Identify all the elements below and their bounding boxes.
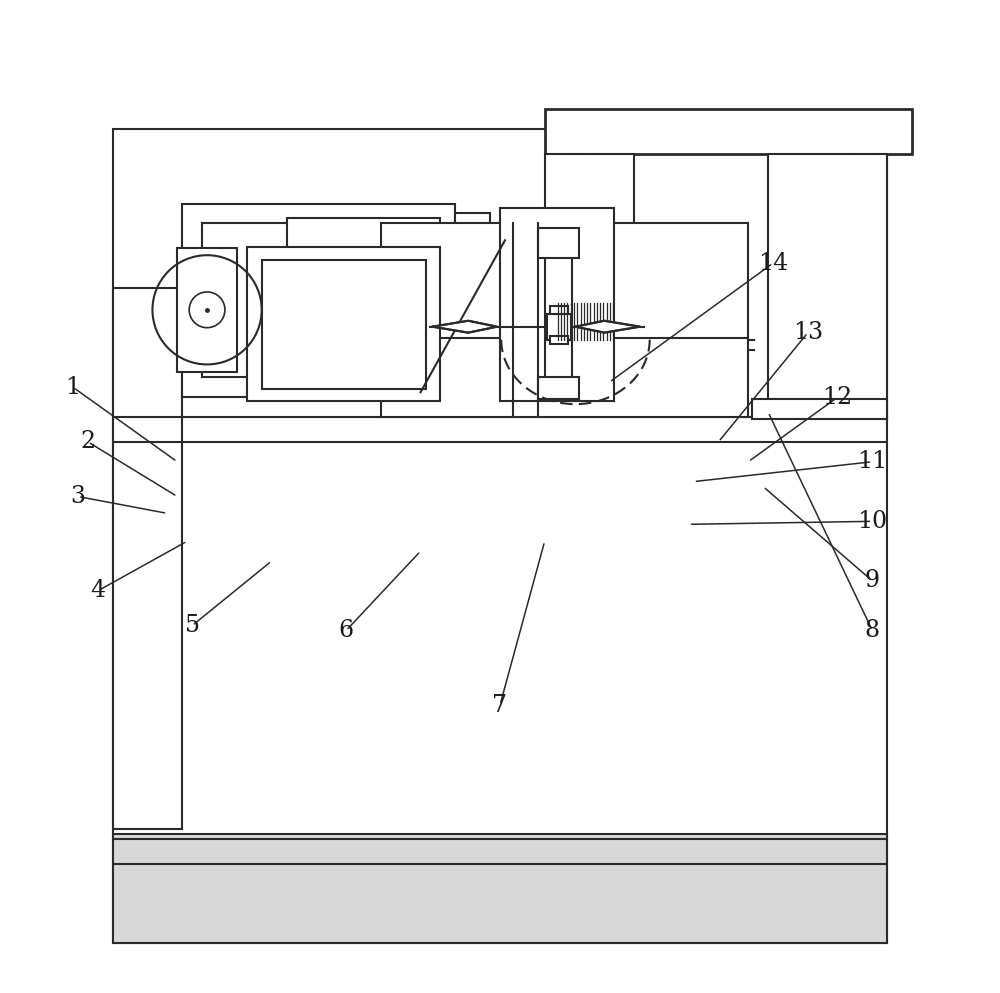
Bar (653, 332, 671, 348)
Bar (490, 329, 520, 351)
Text: 6: 6 (339, 619, 354, 642)
Bar (538, 377, 579, 399)
Text: 11: 11 (857, 450, 888, 474)
Bar (113, 288, 182, 829)
Bar (455, 213, 490, 377)
Polygon shape (432, 321, 497, 333)
Bar (550, 336, 568, 344)
Bar (381, 223, 748, 417)
Bar (182, 204, 455, 397)
Text: 7: 7 (492, 693, 507, 717)
Bar (500, 208, 614, 401)
Bar (547, 314, 571, 340)
Text: 5: 5 (185, 614, 200, 638)
Bar (113, 129, 887, 943)
Text: 13: 13 (793, 321, 823, 345)
Text: 3: 3 (70, 485, 85, 508)
Bar (545, 243, 572, 397)
Bar (296, 295, 356, 359)
Bar (768, 154, 887, 417)
Text: 12: 12 (822, 385, 853, 409)
Text: 1: 1 (65, 375, 81, 399)
Text: 8: 8 (865, 619, 880, 642)
Bar (177, 248, 237, 372)
Bar (113, 834, 887, 943)
Bar (305, 304, 347, 351)
Bar (287, 218, 440, 382)
Text: 10: 10 (857, 509, 887, 533)
Bar (565, 253, 619, 268)
Text: 4: 4 (90, 579, 105, 603)
Bar (550, 306, 568, 314)
Text: 2: 2 (80, 430, 95, 454)
Bar (490, 230, 530, 359)
Bar (545, 154, 634, 253)
Polygon shape (575, 321, 640, 333)
Bar (247, 247, 440, 401)
Text: 14: 14 (758, 251, 788, 275)
Bar (647, 329, 675, 351)
Bar (545, 109, 912, 154)
Bar (568, 266, 615, 282)
Bar (202, 223, 421, 377)
Bar (262, 260, 426, 389)
Bar (538, 228, 579, 258)
Text: 9: 9 (865, 569, 880, 593)
Bar (752, 399, 887, 419)
